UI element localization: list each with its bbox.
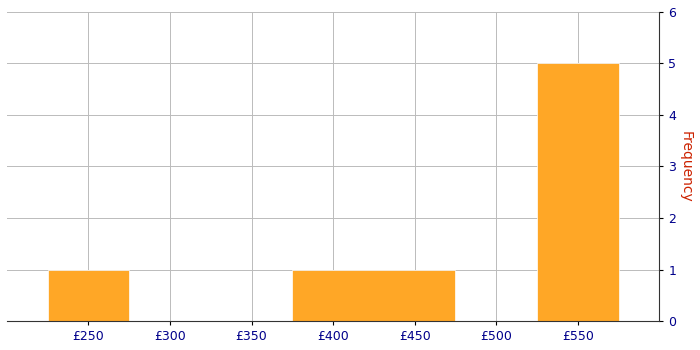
Y-axis label: Frequency: Frequency [679,131,693,202]
Bar [537,63,619,321]
Bar [48,270,130,321]
Bar [293,270,456,321]
